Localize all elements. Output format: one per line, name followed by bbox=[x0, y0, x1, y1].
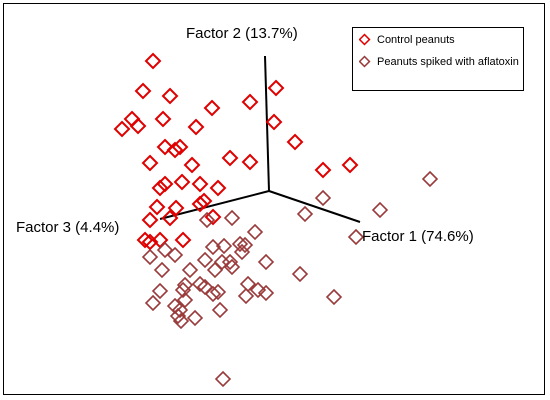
control-point-30 bbox=[195, 192, 213, 210]
control-point-15 bbox=[286, 133, 304, 151]
factor-2-axis-line bbox=[264, 55, 270, 192]
data-points bbox=[113, 52, 439, 388]
spiked-point-33 bbox=[257, 284, 275, 302]
control-point-12 bbox=[156, 138, 174, 156]
control-point-19 bbox=[183, 156, 201, 174]
legend: Control peanuts Peanuts spiked with afla… bbox=[352, 27, 524, 91]
spiked-point-5 bbox=[246, 223, 264, 241]
control-point-2 bbox=[161, 87, 179, 105]
control-point-18 bbox=[241, 153, 259, 171]
control-point-3 bbox=[203, 99, 221, 117]
spiked-point-40 bbox=[169, 307, 187, 325]
spiked-point-3 bbox=[371, 201, 389, 219]
spiked-point-27 bbox=[191, 275, 209, 293]
control-point-32 bbox=[141, 211, 159, 229]
control-point-0 bbox=[144, 52, 162, 70]
spiked-point-0 bbox=[421, 170, 439, 188]
control-point-27 bbox=[148, 198, 166, 216]
legend-item-control: Control peanuts bbox=[359, 33, 455, 47]
legend-label-control: Control peanuts bbox=[377, 34, 455, 46]
control-point-7 bbox=[113, 120, 131, 138]
factor-1-axis-line bbox=[268, 190, 361, 223]
spiked-point-18 bbox=[206, 261, 224, 279]
legend-item-spiked: Peanuts spiked with aflatoxin bbox=[359, 55, 519, 69]
spiked-point-8 bbox=[231, 235, 249, 253]
control-point-23 bbox=[173, 173, 191, 191]
control-point-13 bbox=[166, 141, 184, 159]
control-point-34 bbox=[136, 231, 154, 249]
legend-marker-control bbox=[359, 33, 371, 46]
spiked-point-44 bbox=[172, 312, 190, 330]
control-point-14 bbox=[171, 138, 189, 156]
control-point-1 bbox=[134, 82, 152, 100]
control-point-25 bbox=[209, 179, 227, 197]
control-point-5 bbox=[267, 79, 285, 97]
factor-1-label: Factor 1 (74.6%) bbox=[362, 228, 474, 245]
control-point-4 bbox=[241, 93, 259, 111]
spiked-point-9 bbox=[236, 236, 254, 254]
spiked-point-45 bbox=[214, 370, 232, 388]
spiked-point-14 bbox=[166, 246, 184, 264]
control-point-21 bbox=[341, 156, 359, 174]
spiked-point-36 bbox=[325, 288, 343, 306]
spiked-point-24 bbox=[151, 282, 169, 300]
control-point-17 bbox=[221, 149, 239, 167]
control-point-9 bbox=[154, 110, 172, 128]
control-point-37 bbox=[174, 231, 192, 249]
spiked-point-16 bbox=[181, 261, 199, 279]
factor-axes bbox=[159, 55, 361, 223]
control-point-11 bbox=[265, 113, 283, 131]
control-point-29 bbox=[191, 195, 209, 213]
spiked-point-6 bbox=[198, 211, 216, 229]
control-point-10 bbox=[187, 118, 205, 136]
spiked-point-37 bbox=[144, 294, 162, 312]
spiked-point-23 bbox=[257, 253, 275, 271]
spiked-point-34 bbox=[237, 287, 255, 305]
control-point-24 bbox=[191, 175, 209, 193]
spiked-point-13 bbox=[153, 261, 171, 279]
spiked-point-35 bbox=[291, 265, 309, 283]
spiked-point-17 bbox=[196, 251, 214, 269]
control-point-8 bbox=[129, 117, 147, 135]
spiked-point-19 bbox=[213, 253, 231, 271]
factor-3-axis-line bbox=[159, 190, 270, 220]
control-point-16 bbox=[141, 154, 159, 172]
spiked-point-32 bbox=[249, 281, 267, 299]
control-point-28 bbox=[167, 199, 185, 217]
control-point-26 bbox=[151, 179, 169, 197]
spiked-point-4 bbox=[347, 228, 365, 246]
spiked-point-11 bbox=[215, 237, 233, 255]
spiked-point-25 bbox=[174, 281, 192, 299]
spiked-point-41 bbox=[176, 291, 194, 309]
spiked-point-22 bbox=[233, 243, 251, 261]
spiked-point-29 bbox=[204, 285, 222, 303]
spiked-point-2 bbox=[296, 205, 314, 223]
spiked-point-7 bbox=[223, 209, 241, 227]
spiked-point-43 bbox=[186, 309, 204, 327]
spiked-point-21 bbox=[223, 258, 241, 276]
spiked-point-1 bbox=[314, 189, 332, 207]
spiked-point-30 bbox=[209, 283, 227, 301]
spiked-point-12 bbox=[141, 248, 159, 266]
factor-3-label: Factor 3 (4.4%) bbox=[16, 219, 119, 236]
legend-marker-spiked bbox=[359, 55, 371, 68]
control-point-20 bbox=[314, 161, 332, 179]
spiked-point-42 bbox=[211, 301, 229, 319]
factor-2-label: Factor 2 (13.7%) bbox=[186, 25, 298, 42]
legend-label-spiked: Peanuts spiked with aflatoxin bbox=[377, 56, 519, 68]
spiked-point-15 bbox=[156, 241, 174, 259]
control-point-33 bbox=[161, 209, 179, 227]
spiked-point-20 bbox=[221, 253, 239, 271]
